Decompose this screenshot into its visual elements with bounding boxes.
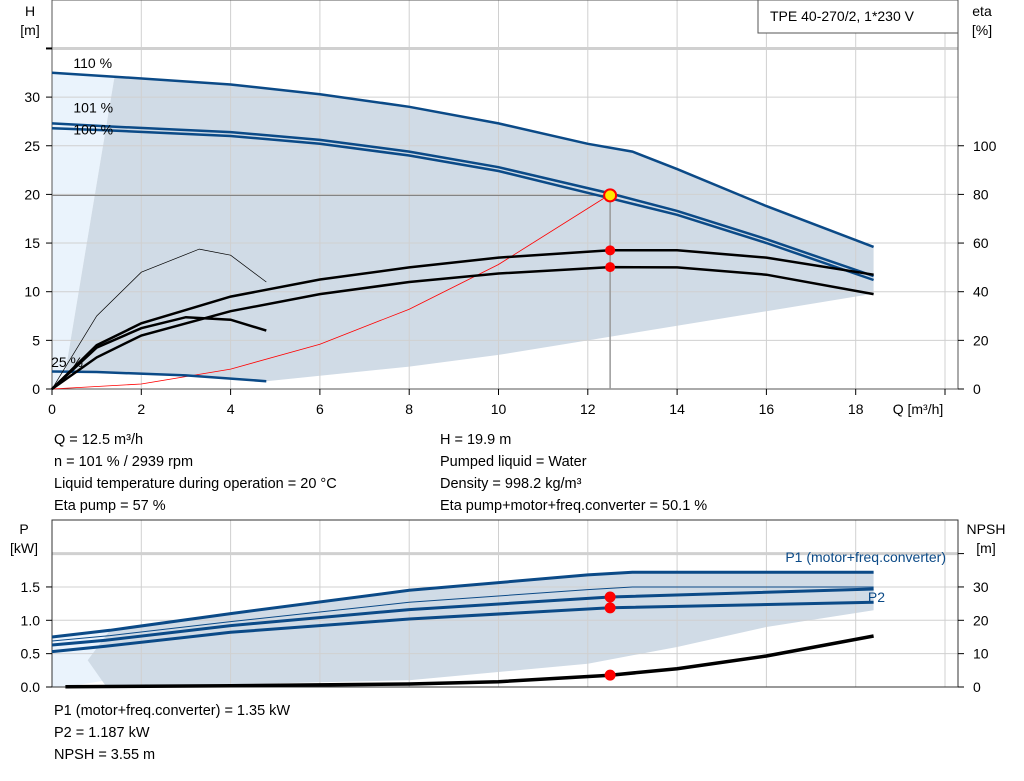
- operating-point: [603, 188, 618, 203]
- info-eta-total: Eta pump+motor+freq.converter = 50.1 %: [440, 498, 708, 514]
- x-tick-label: 8: [405, 401, 413, 417]
- npsh-axis-unit: [m]: [976, 540, 995, 556]
- info-liquid: Pumped liquid = Water: [440, 454, 587, 470]
- info-bottom: P1 (motor+freq.converter) = 1.35 kW P2 =…: [54, 700, 290, 766]
- speed-label: 100 %: [73, 121, 113, 137]
- npsh-curve: [65, 634, 874, 689]
- p1-series-label: P1 (motor+freq.converter): [785, 549, 946, 565]
- y2-tick-label: 40: [973, 284, 989, 300]
- npsh-axis-label: NPSH: [967, 521, 1006, 537]
- y-tick-label: 30: [24, 89, 40, 105]
- title-box-text: TPE 40-270/2, 1*230 V: [770, 8, 915, 24]
- x-tick-label: 14: [669, 401, 685, 417]
- npsh-tick-label: 0: [973, 679, 981, 695]
- y2-tick-label: 60: [973, 235, 989, 251]
- p-axis-label: P: [19, 521, 28, 537]
- speed-label: 110 %: [73, 55, 112, 71]
- npsh-tick-label: 10: [973, 646, 989, 662]
- x-tick-label: 16: [759, 401, 775, 417]
- y2-axis-label: eta: [972, 3, 992, 19]
- npsh-point: [604, 669, 616, 681]
- eta-total-point: [605, 262, 616, 273]
- p-tick-label: 0.0: [21, 679, 41, 695]
- info-head: H = 19.9 m: [440, 432, 512, 448]
- speed-label: 101 %: [73, 100, 113, 116]
- head-curve: [51, 71, 875, 249]
- efficiency-curve: [51, 248, 267, 390]
- efficiency-curve: [51, 315, 267, 390]
- head-curve: [51, 126, 875, 282]
- x-tick-label: 6: [316, 401, 324, 417]
- y2-tick-label: 100: [973, 138, 997, 154]
- info-eta-pump: Eta pump = 57 %: [54, 498, 166, 514]
- efficiency-curve: [51, 249, 874, 390]
- x-axis-label: Q [m³/h]: [893, 401, 944, 417]
- p-tick-label: 0.5: [21, 646, 41, 662]
- y2-tick-label: 80: [973, 186, 989, 202]
- info-p1: P1 (motor+freq.converter) = 1.35 kW: [54, 703, 291, 719]
- y-tick-label: 0: [32, 381, 40, 397]
- info-temperature: Liquid temperature during operation = 20…: [54, 476, 337, 492]
- info-flow: Q = 12.5 m³/h: [54, 432, 144, 448]
- x-tick-label: 2: [137, 401, 145, 417]
- y-axis-unit: [m]: [20, 22, 39, 38]
- eta-pump-point: [605, 245, 616, 256]
- power-curve: [51, 570, 874, 639]
- p-tick-label: 1.5: [21, 579, 41, 595]
- y-tick-label: 10: [24, 284, 40, 300]
- info-p2: P2 = 1.187 kW: [54, 725, 150, 741]
- x-tick-label: 12: [580, 401, 596, 417]
- y-tick-label: 5: [32, 332, 40, 348]
- speed-label: 25 %: [51, 354, 83, 370]
- x-tick-label: 10: [491, 401, 507, 417]
- power-curve: [51, 587, 874, 647]
- y2-axis-unit: [%]: [972, 22, 992, 38]
- title-box: [757, 0, 959, 34]
- npsh-tick-label: 20: [973, 612, 989, 628]
- info-top-right: H = 19.9 m Pumped liquid = Water Density…: [440, 429, 707, 517]
- y2-tick-label: 0: [973, 381, 981, 397]
- system-curve: [51, 194, 611, 390]
- efficiency-curve: [51, 265, 874, 391]
- y-tick-label: 15: [24, 235, 40, 251]
- info-top-left: Q = 12.5 m³/h n = 101 % / 2939 rpm Liqui…: [54, 429, 337, 517]
- x-tick-label: 4: [227, 401, 235, 417]
- top-light-region: [52, 72, 115, 390]
- info-npsh: NPSH = 3.55 m: [54, 747, 156, 763]
- y2-tick-label: 20: [973, 332, 989, 348]
- npsh-tick-label: 30: [973, 579, 989, 595]
- p-tick-label: 1.0: [21, 612, 41, 628]
- info-speed: n = 101 % / 2939 rpm: [54, 454, 194, 470]
- power-curve: [51, 586, 874, 642]
- head-curve: [51, 122, 875, 278]
- y-axis-label: H: [25, 3, 35, 19]
- p2-point: [604, 602, 616, 614]
- power-curve: [51, 600, 874, 654]
- p1-point: [604, 591, 616, 603]
- info-density: Density = 998.2 kg/m³: [440, 476, 582, 492]
- p2-series-label: P2: [868, 589, 885, 605]
- y-tick-label: 20: [24, 186, 40, 202]
- x-tick-label: 0: [48, 401, 56, 417]
- bottom-plot-frame: [51, 519, 959, 688]
- p-axis-unit: [kW]: [10, 540, 38, 556]
- x-tick-label: 18: [848, 401, 864, 417]
- y-tick-label: 25: [24, 138, 40, 154]
